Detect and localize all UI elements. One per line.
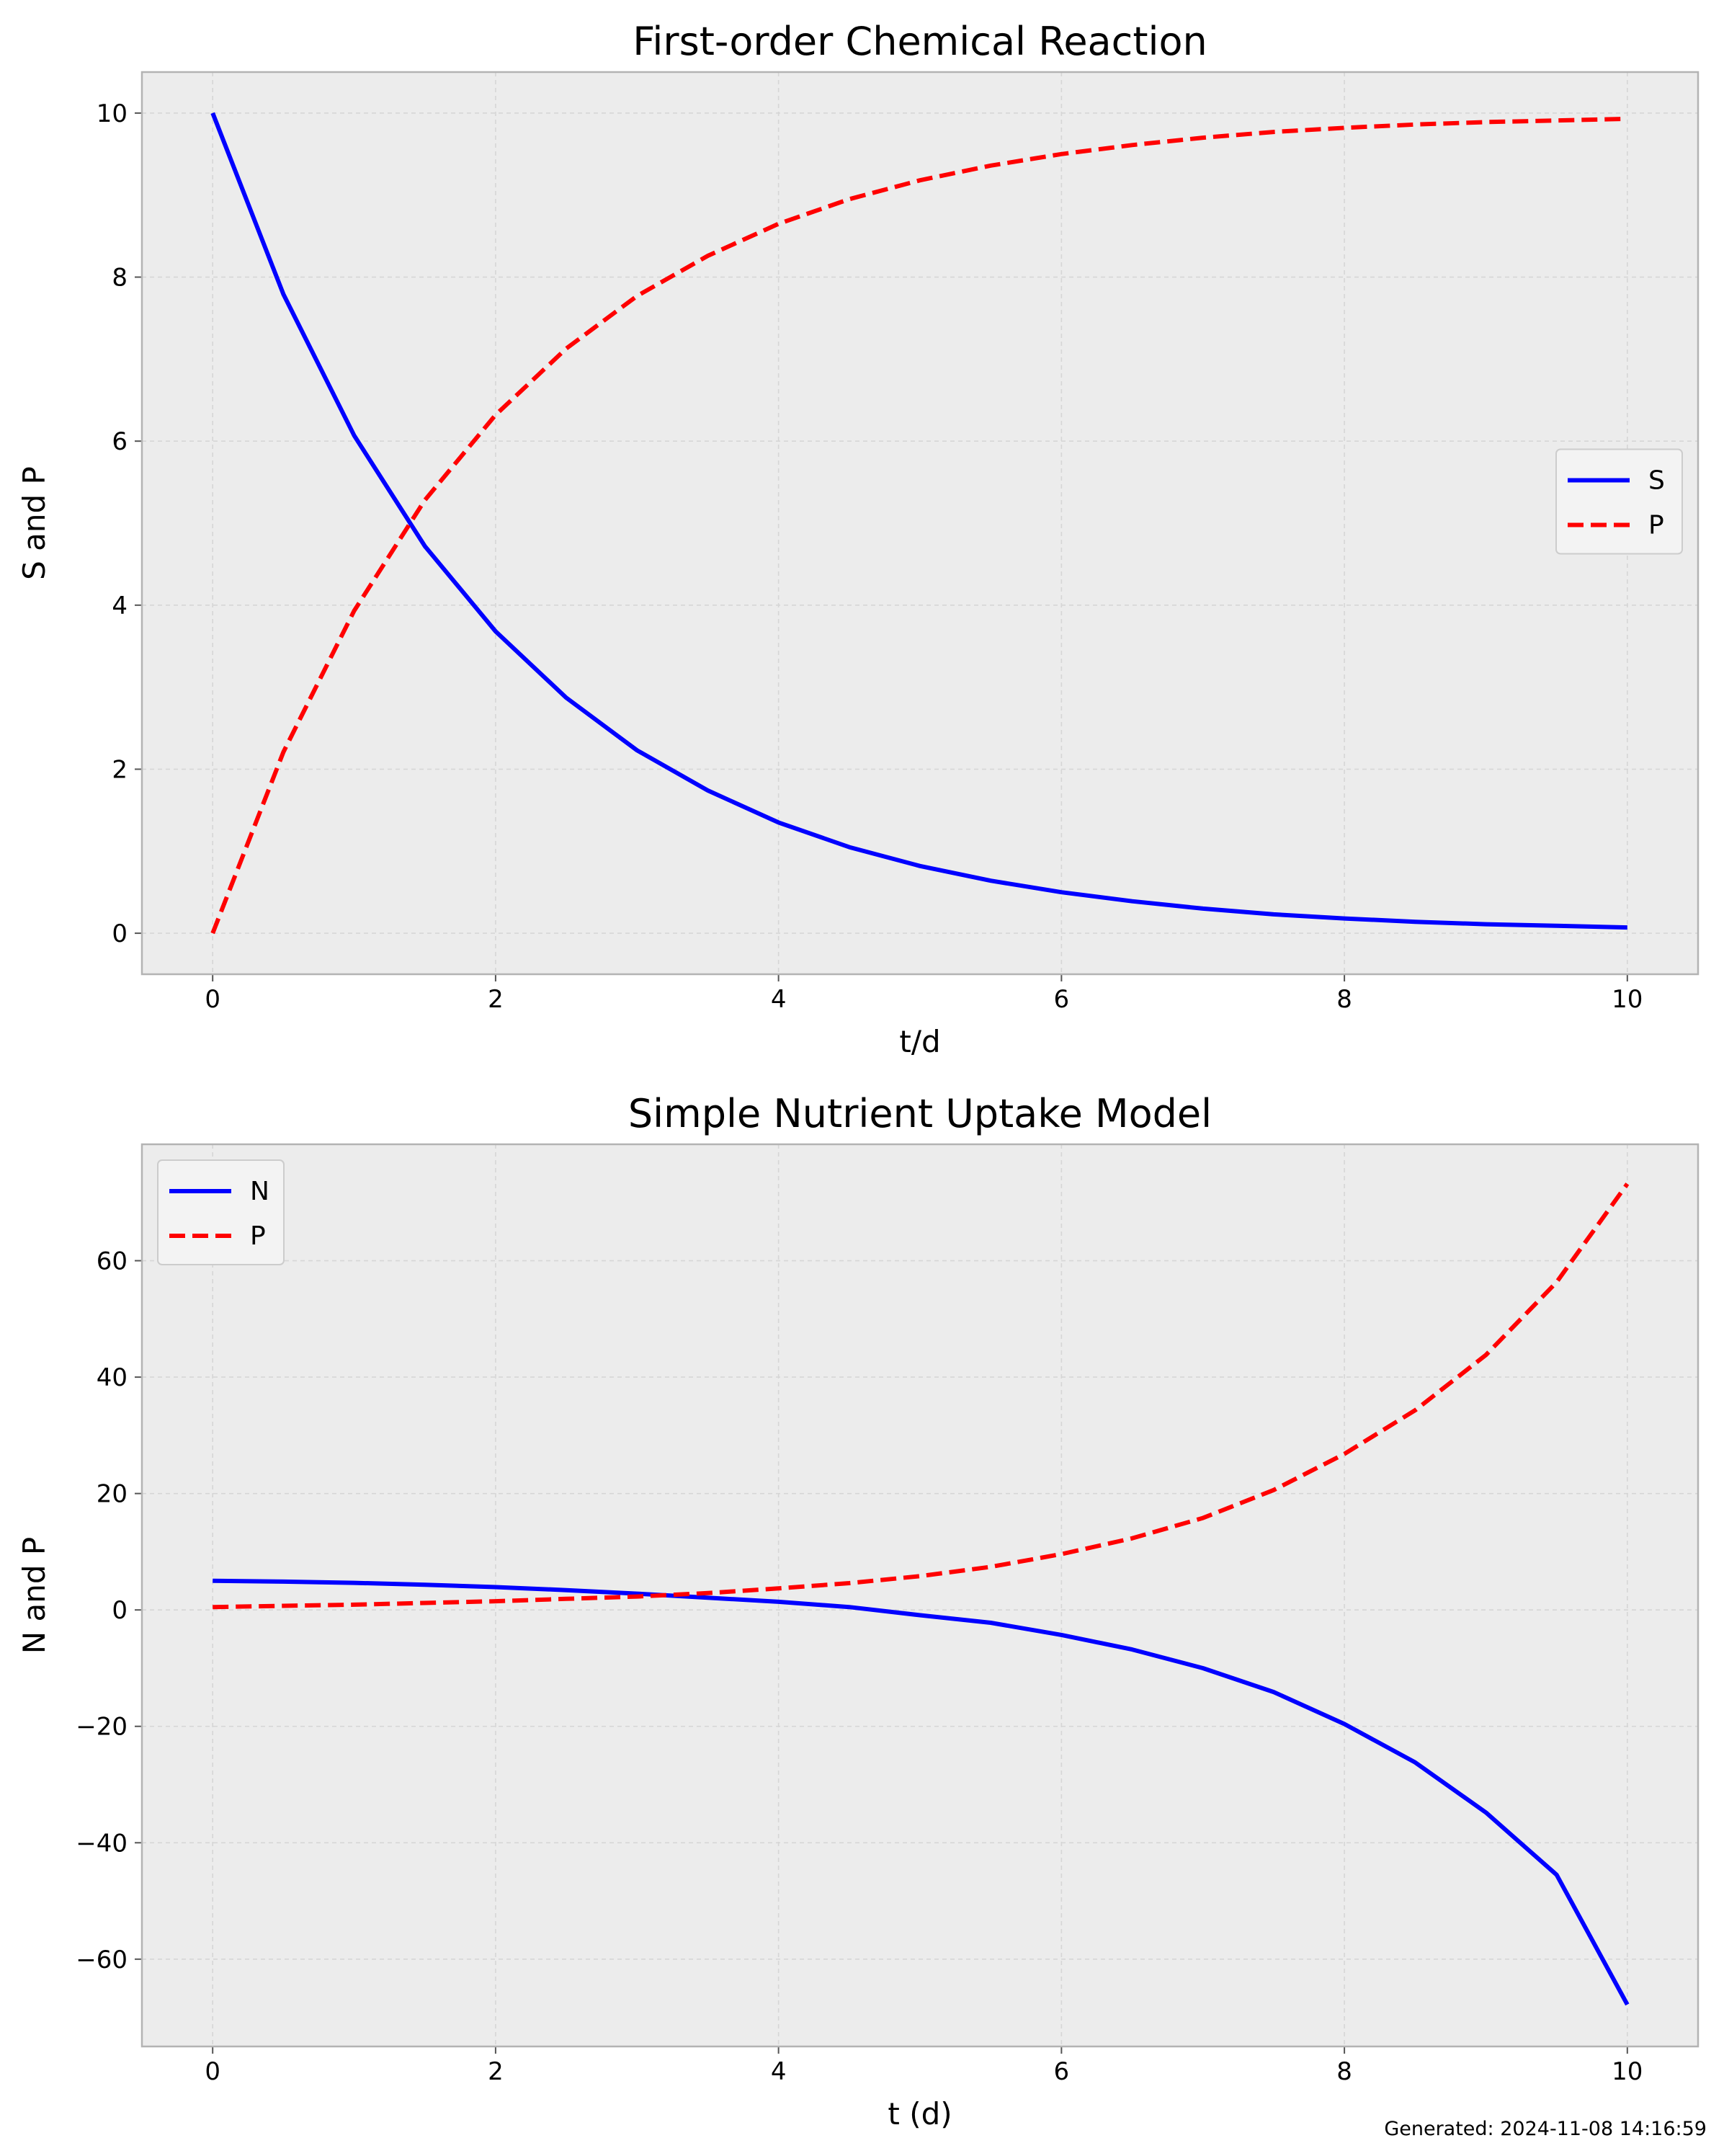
x-axis-label: t/d: [899, 1024, 940, 1059]
y-tick-label: 20: [97, 1480, 128, 1509]
plot-frame: [140, 1143, 1700, 2048]
y-tick-label: −40: [76, 1829, 128, 1858]
x-tick-label: 8: [1336, 985, 1352, 1014]
x-tick-label: 0: [205, 2057, 220, 2086]
y-tick-label: 4: [112, 592, 128, 620]
x-tick-label: 4: [771, 985, 787, 1014]
y-tick-label: −60: [76, 1946, 128, 1974]
x-tick-label: 6: [1054, 985, 1070, 1014]
x-tick-label: 0: [205, 985, 220, 1014]
series-line-n: [213, 1578, 1630, 2006]
grid: [142, 1144, 1698, 2046]
y-tick-label: 6: [112, 427, 128, 456]
x-tick-label: 10: [1612, 985, 1643, 1014]
legend: SP: [1555, 448, 1683, 555]
legend-label: N: [250, 1177, 269, 1206]
legend-label: P: [250, 1221, 266, 1251]
x-tick-label: 2: [488, 2057, 504, 2086]
x-axis-label: t (d): [888, 2096, 952, 2132]
x-tick-label: 6: [1054, 2057, 1070, 2086]
y-axis-label: N and P: [17, 1537, 52, 1654]
series-line-p: [210, 116, 1627, 935]
grid: [142, 72, 1698, 974]
chart-title: First-order Chemical Reaction: [633, 19, 1207, 64]
x-tick-label: 2: [488, 985, 504, 1014]
y-tick-label: 0: [112, 919, 128, 948]
legend: NP: [157, 1159, 285, 1265]
y-tick-label: 8: [112, 264, 128, 293]
x-tick-label: 4: [771, 2057, 787, 2086]
plot-area: [142, 1144, 1698, 2046]
x-tick-label: 10: [1612, 2057, 1643, 2086]
legend-label: P: [1648, 511, 1664, 540]
y-axis-label: S and P: [17, 466, 52, 580]
legend-box: [1555, 448, 1683, 555]
series-line-s: [210, 112, 1627, 930]
chart-panel-1: 0 2 4 6 8 10 0 2 4 6 8 10 First-order Chemical React…: [17, 19, 1700, 1059]
series-line-p: [213, 1182, 1630, 1610]
generated-timestamp: Generated: 2024-11-08 14:16:59: [1384, 2118, 1707, 2140]
y-tick-label: 60: [97, 1247, 128, 1276]
y-tick-label: −20: [76, 1713, 128, 1742]
y-tick-label: 10: [97, 99, 128, 128]
plot-area: [142, 72, 1698, 974]
plot-frame: [140, 71, 1700, 976]
legend-box: [157, 1159, 285, 1265]
chart-panel-2: 0 2 4 6 8 10 −60 −40 −20 0 20 40 60 Simple Nutrient U…: [17, 1091, 1700, 2132]
y-tick-label: 0: [112, 1596, 128, 1625]
x-tick-label: 8: [1336, 2057, 1352, 2086]
y-tick-label: 2: [112, 755, 128, 784]
y-tick-label: 40: [97, 1363, 128, 1392]
chart-title: Simple Nutrient Uptake Model: [628, 1091, 1212, 1136]
legend-label: S: [1648, 466, 1665, 496]
